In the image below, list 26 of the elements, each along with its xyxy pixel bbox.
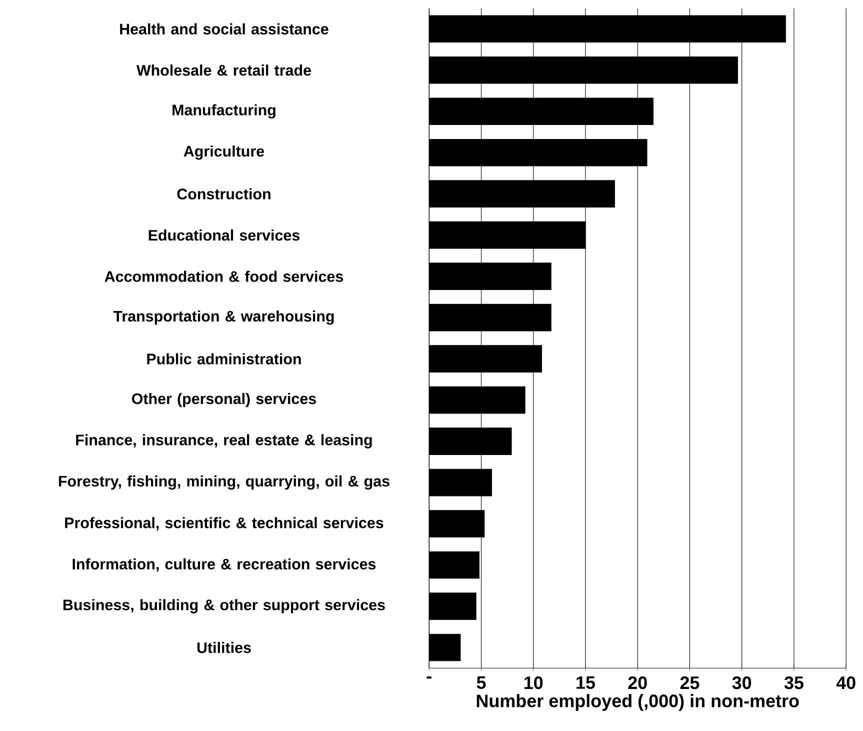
y-tick-label: Other (personal) services [132, 392, 316, 408]
x-tick-label: 5 [476, 676, 486, 689]
y-tick-label: Public administration [147, 353, 301, 364]
y-tick-label: Manufacturing [172, 104, 276, 118]
y-tick-label: Business, building & other support services [63, 599, 385, 614]
y-tick-label: Educational services [148, 229, 300, 241]
x-tick-label: 40 [836, 676, 856, 690]
x-tick-label: 25 [680, 676, 700, 690]
x-axis-title: Number employed (,000) in non-metro [476, 694, 799, 711]
y-tick-label: Finance, insurance, real estate & leasing [76, 434, 372, 448]
y-tick-label: Wholesale & retail trade [136, 64, 311, 76]
y-tick-label: Construction [177, 188, 270, 200]
x-tick-label: 20 [628, 676, 647, 690]
y-tick-label: Professional, scientific & technical services [65, 517, 384, 530]
y-tick-label: Information, culture & recreation services [72, 558, 376, 572]
y-tick-label: Forestry, fishing, mining, quarrying, oil & gas [58, 475, 390, 490]
y-tick-label: Health and social assistance [120, 23, 328, 34]
x-tick-label: 10 [524, 676, 543, 690]
y-tick-label: Accommodation & food services [104, 270, 344, 282]
x-tick-label: 30 [732, 676, 752, 690]
y-tick-label: Transportation & warehousing [113, 310, 334, 325]
x-tick-label: 35 [784, 676, 804, 690]
y-tick-label: Agriculture [184, 145, 264, 160]
x-tick-label: - [426, 676, 432, 678]
x-tick-label: 15 [576, 676, 595, 689]
y-tick-label: Utilities [197, 642, 251, 654]
